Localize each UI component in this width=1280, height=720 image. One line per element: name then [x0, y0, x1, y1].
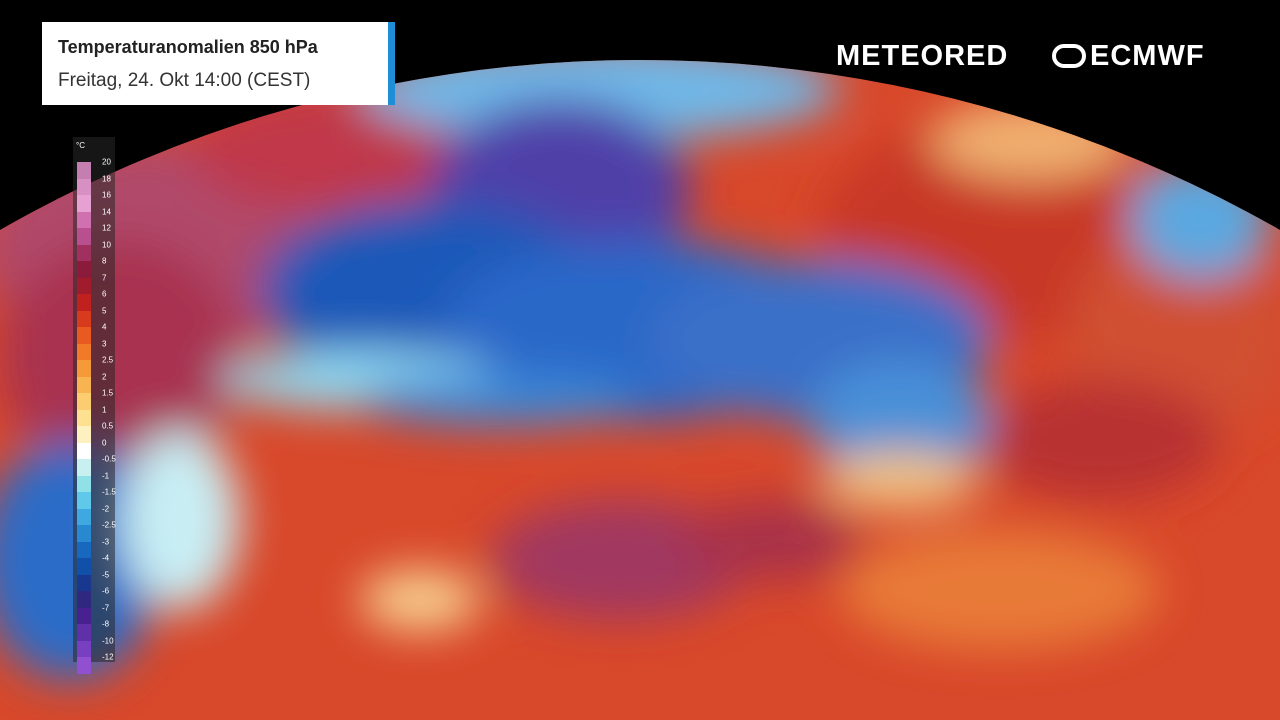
legend-label: -7 — [102, 603, 110, 612]
logo-text: ECMWF — [1090, 40, 1205, 72]
legend: °C 20 18 16 14 12 10 8 7 6 5 4 3 2.5 2 1.5 1 0.5 0 -0.5 -1 -… — [73, 137, 116, 674]
legend-swatch — [77, 607, 91, 625]
legend-swatch — [77, 393, 91, 410]
legend-swatch — [77, 211, 91, 229]
legend-swatch — [77, 294, 91, 311]
legend-swatch — [77, 261, 91, 278]
legend-label: 0.5 — [102, 421, 114, 431]
legend-swatch — [77, 195, 91, 212]
legend-swatch — [77, 426, 91, 443]
legend-swatch — [77, 376, 91, 394]
legend-label: 4 — [102, 322, 107, 332]
legend-unit: °C — [76, 141, 85, 150]
legend-label: 7 — [102, 273, 107, 282]
legend-label: 18 — [102, 174, 111, 183]
legend-swatch — [77, 343, 91, 361]
legend-swatch — [77, 657, 91, 674]
legend-label: -3 — [102, 537, 110, 546]
logo-meteored: METEORED — [836, 40, 1009, 72]
legend-swatch — [77, 409, 91, 427]
legend-label: -5 — [102, 570, 110, 579]
legend-label: 14 — [102, 207, 111, 216]
legend-swatch — [77, 624, 91, 641]
legend-label: 10 — [102, 240, 111, 249]
legend-swatch — [77, 574, 91, 592]
map-title: Temperaturanomalien 850 hPa — [58, 37, 318, 57]
legend-swatch — [77, 442, 91, 460]
map-subtitle: Freitag, 24. Okt 14:00 (CEST) — [58, 70, 311, 91]
legend-swatch — [77, 525, 91, 542]
legend-swatch — [77, 591, 91, 608]
legend-label: -8 — [102, 619, 110, 629]
legend-label: -12 — [102, 652, 114, 662]
legend-label: 2 — [102, 372, 107, 381]
legend-label: -10 — [102, 636, 114, 645]
legend-label: 16 — [102, 190, 111, 200]
legend-label: 6 — [102, 289, 107, 299]
legend-swatch — [77, 459, 91, 476]
legend-label: 1 — [102, 405, 107, 414]
legend-label: 0 — [102, 438, 107, 447]
title-box: Temperaturanomalien 850 hPa Freitag, 24.… — [42, 22, 395, 105]
legend-swatch — [77, 360, 91, 377]
legend-swatch — [77, 162, 91, 179]
legend-swatch — [77, 277, 91, 295]
legend-swatch — [77, 640, 91, 658]
legend-label: -2.5 — [102, 520, 116, 530]
legend-label: 8 — [102, 256, 107, 266]
legend-label: 1.5 — [102, 388, 114, 398]
legend-swatch — [77, 310, 91, 328]
legend-label: 12 — [102, 223, 111, 233]
legend-swatch — [77, 508, 91, 526]
legend-swatch — [77, 178, 91, 196]
legend-swatch — [77, 244, 91, 262]
legend-label: -6 — [102, 586, 110, 596]
legend-label: 20 — [102, 157, 111, 167]
legend-label: -0.5 — [102, 454, 116, 464]
legend-swatch — [77, 228, 91, 245]
legend-label: -1.5 — [102, 487, 116, 497]
legend-label: 3 — [102, 339, 107, 348]
legend-swatch — [77, 475, 91, 493]
legend-swatch — [77, 541, 91, 559]
legend-label: -1 — [102, 471, 110, 480]
logo-ecmwf: ECMWF — [1052, 40, 1205, 73]
legend-label: 5 — [102, 306, 107, 315]
legend-label: -4 — [102, 553, 110, 563]
legend-swatch — [77, 327, 91, 344]
legend-label: 2.5 — [102, 355, 114, 365]
legend-label: -2 — [102, 504, 110, 513]
legend-swatch — [77, 492, 91, 509]
legend-swatch — [77, 558, 91, 575]
